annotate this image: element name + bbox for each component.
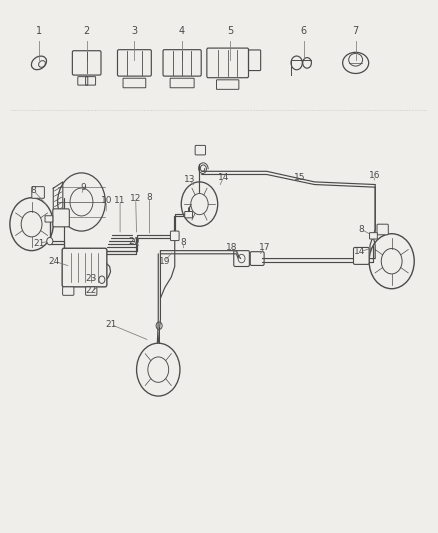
Circle shape (99, 276, 105, 284)
FancyBboxPatch shape (85, 287, 97, 295)
Circle shape (58, 173, 105, 231)
Text: 8: 8 (147, 193, 152, 202)
Text: 10: 10 (100, 196, 112, 205)
Text: 19: 19 (159, 257, 170, 266)
FancyBboxPatch shape (53, 209, 69, 227)
FancyBboxPatch shape (195, 146, 205, 155)
Text: 8: 8 (31, 186, 36, 195)
FancyBboxPatch shape (170, 231, 179, 240)
Text: 24: 24 (49, 257, 60, 266)
Text: 4: 4 (179, 27, 185, 36)
FancyBboxPatch shape (63, 287, 74, 295)
Text: 21: 21 (106, 320, 117, 329)
Text: 11: 11 (114, 196, 126, 205)
FancyBboxPatch shape (377, 224, 388, 235)
Text: 8: 8 (180, 238, 186, 247)
Text: 18: 18 (226, 243, 238, 252)
Text: 1: 1 (36, 27, 42, 36)
Text: 22: 22 (85, 286, 97, 295)
Text: 9: 9 (81, 183, 87, 192)
Text: 15: 15 (293, 173, 305, 182)
Text: 13: 13 (184, 175, 195, 184)
Text: 23: 23 (85, 274, 97, 283)
FancyBboxPatch shape (45, 216, 53, 222)
Text: 7: 7 (353, 27, 359, 36)
Text: 14: 14 (218, 173, 229, 182)
Circle shape (47, 237, 53, 245)
FancyBboxPatch shape (234, 251, 249, 266)
Text: 5: 5 (227, 27, 233, 36)
Text: 2: 2 (84, 27, 90, 36)
Text: 3: 3 (131, 27, 138, 36)
FancyBboxPatch shape (62, 248, 107, 287)
Text: 12: 12 (130, 195, 141, 203)
Text: 6: 6 (300, 27, 307, 36)
Text: 16: 16 (368, 171, 380, 180)
FancyBboxPatch shape (370, 233, 378, 239)
Text: 14: 14 (354, 247, 366, 256)
FancyBboxPatch shape (353, 247, 369, 264)
Text: 17: 17 (259, 243, 270, 252)
Text: 21: 21 (33, 239, 45, 248)
FancyBboxPatch shape (250, 252, 264, 265)
Text: 20: 20 (129, 237, 140, 246)
FancyBboxPatch shape (32, 187, 44, 198)
FancyBboxPatch shape (185, 212, 193, 218)
Text: 8: 8 (358, 225, 364, 234)
